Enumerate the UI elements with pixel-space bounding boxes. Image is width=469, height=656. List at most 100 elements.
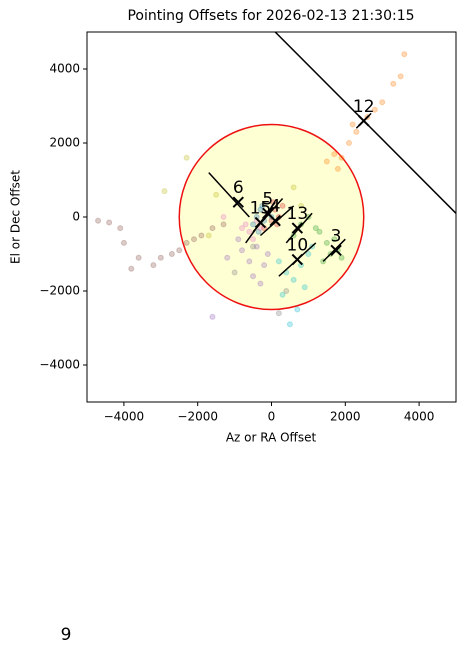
target-marker bbox=[269, 214, 281, 227]
scatter-point bbox=[150, 262, 157, 269]
scatter-point bbox=[235, 236, 242, 243]
target-vector bbox=[252, 198, 284, 233]
target-label: 4 bbox=[270, 197, 281, 217]
scatter-point bbox=[220, 221, 227, 228]
scatter-point bbox=[279, 202, 286, 209]
scatter-point bbox=[183, 154, 190, 161]
scatter-point bbox=[209, 225, 216, 232]
scatter-point bbox=[161, 188, 168, 195]
scatter-point bbox=[261, 262, 268, 269]
scatter-point bbox=[298, 202, 305, 209]
scatter-point bbox=[283, 288, 290, 294]
target-label: 15 bbox=[250, 199, 272, 219]
scatter-point bbox=[353, 128, 360, 135]
scatter-point bbox=[238, 247, 245, 254]
scatter-point bbox=[401, 51, 408, 58]
scatter-point bbox=[168, 251, 175, 257]
chart-title: Pointing Offsets for 2026-02-13 21:30:15 bbox=[127, 8, 414, 24]
target-label: 13 bbox=[287, 204, 309, 224]
x-tick-label: 4000 bbox=[404, 410, 435, 424]
scatter-point bbox=[231, 269, 238, 276]
scatter-point bbox=[301, 284, 308, 291]
scatter-point bbox=[120, 239, 127, 246]
scatter-point bbox=[250, 221, 257, 228]
scatter-point bbox=[323, 239, 330, 246]
x-tick-label: −4000 bbox=[104, 410, 145, 424]
scatter-point bbox=[305, 251, 312, 257]
scatter-point bbox=[259, 202, 266, 209]
scatter-point bbox=[257, 225, 264, 232]
scatter-point bbox=[250, 243, 257, 250]
scatter-point bbox=[117, 225, 124, 232]
target-vector bbox=[208, 172, 250, 218]
scatter-point bbox=[264, 251, 271, 257]
target-vector bbox=[259, 205, 295, 237]
target-vector bbox=[322, 238, 346, 262]
scatter-point bbox=[213, 191, 220, 198]
scatter-point bbox=[312, 225, 319, 232]
target-label: 12 bbox=[353, 97, 375, 117]
scatter-point bbox=[331, 236, 338, 243]
scatter-point bbox=[95, 217, 102, 224]
y-tick-label: −2000 bbox=[39, 284, 80, 298]
scatter-point bbox=[290, 276, 297, 283]
scatter-point bbox=[338, 254, 345, 261]
y-tick-label: 4000 bbox=[49, 62, 80, 76]
y-tick-label: 0 bbox=[72, 210, 80, 224]
target-label: 6 bbox=[233, 178, 244, 198]
scatter-point bbox=[334, 165, 341, 172]
annotation: 9 bbox=[61, 625, 72, 645]
scatter-point bbox=[183, 239, 190, 246]
scatter-point bbox=[349, 121, 356, 128]
scatter-point bbox=[279, 291, 286, 298]
scatter-point bbox=[371, 106, 378, 113]
scatter-point bbox=[128, 265, 135, 272]
scatter-point bbox=[176, 247, 183, 254]
scatter-point bbox=[253, 243, 260, 250]
x-tick-label: 0 bbox=[268, 410, 276, 424]
scatter-point bbox=[205, 232, 212, 239]
scatter-point bbox=[257, 280, 264, 287]
scatter-point bbox=[242, 221, 249, 228]
scatter-point bbox=[290, 184, 297, 191]
scatter-point bbox=[275, 310, 282, 317]
scatter-point bbox=[286, 321, 293, 328]
y-axis-label: El or Dec Offset bbox=[9, 170, 23, 264]
x-tick-label: −2000 bbox=[177, 410, 218, 424]
target-marker bbox=[232, 196, 244, 208]
scatter-point bbox=[390, 80, 397, 87]
x-axis-label: Az or RA Offset bbox=[226, 431, 317, 445]
scatter-point bbox=[316, 228, 323, 235]
scatter-point bbox=[135, 254, 142, 261]
scatter-point bbox=[191, 236, 198, 243]
target-marker bbox=[358, 115, 370, 127]
scatter-point bbox=[345, 140, 352, 146]
y-tick-label: −4000 bbox=[39, 358, 80, 372]
target-label: 3 bbox=[331, 226, 342, 246]
scatter-point bbox=[246, 228, 253, 235]
scatter-point bbox=[246, 258, 253, 265]
target-label: 5 bbox=[262, 189, 273, 209]
target-marker bbox=[330, 244, 342, 257]
scatter-point bbox=[397, 73, 404, 80]
scatter-point bbox=[250, 236, 257, 243]
scatter-point bbox=[224, 254, 231, 261]
scatter-point bbox=[255, 228, 262, 235]
scatter-point bbox=[294, 306, 301, 313]
scatter-point bbox=[198, 232, 205, 239]
scatter-point bbox=[238, 225, 245, 232]
scatter-point bbox=[209, 313, 216, 320]
target-label: 10 bbox=[287, 236, 309, 256]
scatter-point bbox=[323, 158, 330, 165]
y-tick-label: 2000 bbox=[49, 136, 80, 150]
target-marker bbox=[291, 222, 304, 234]
scatter-point bbox=[379, 99, 386, 106]
scatter-point bbox=[250, 273, 257, 280]
scatter-point bbox=[331, 151, 338, 158]
target-vector bbox=[285, 212, 313, 244]
scatter-point bbox=[157, 254, 164, 261]
target-marker bbox=[291, 253, 304, 266]
scatter-point bbox=[275, 258, 282, 265]
